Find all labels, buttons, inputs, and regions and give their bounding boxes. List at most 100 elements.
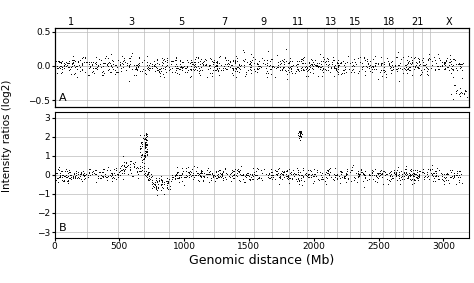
Point <box>221 167 228 171</box>
Point <box>327 70 334 75</box>
Point <box>210 173 218 177</box>
Point <box>122 165 130 170</box>
Point <box>392 173 400 177</box>
Point <box>107 52 115 56</box>
Point <box>193 171 201 175</box>
Point <box>299 68 307 72</box>
Point <box>153 66 161 71</box>
Point <box>94 176 101 181</box>
Point <box>447 70 455 75</box>
Point <box>112 63 120 67</box>
Point <box>247 67 255 72</box>
Point <box>173 55 180 60</box>
Point <box>309 63 316 67</box>
Point <box>63 64 70 68</box>
Point <box>344 171 351 176</box>
Point <box>190 164 198 168</box>
Point <box>64 65 72 69</box>
Point <box>406 61 414 65</box>
Point <box>453 181 460 186</box>
Point <box>451 57 458 62</box>
Point <box>71 175 79 180</box>
Point <box>211 64 219 68</box>
Point <box>162 179 170 183</box>
Point <box>297 135 305 139</box>
Point <box>319 63 326 68</box>
Point <box>284 68 292 73</box>
Point <box>444 65 452 69</box>
Point <box>111 63 118 67</box>
Point <box>310 174 318 179</box>
Point <box>404 174 411 179</box>
Point <box>409 72 416 77</box>
Point <box>442 59 449 63</box>
Point <box>203 75 211 79</box>
Point <box>449 74 456 79</box>
Point <box>402 170 410 175</box>
Point <box>201 63 209 67</box>
Point <box>227 171 235 175</box>
Point <box>55 66 62 71</box>
Point <box>295 130 303 135</box>
Point <box>197 58 204 63</box>
Point <box>274 63 282 67</box>
Point <box>246 62 253 67</box>
Point <box>345 67 353 72</box>
Point <box>133 168 141 173</box>
Point <box>424 174 432 179</box>
Point <box>352 62 360 67</box>
Point <box>141 144 148 149</box>
Point <box>267 170 275 175</box>
Point <box>285 70 293 74</box>
Point <box>280 172 287 176</box>
Point <box>464 95 471 99</box>
Point <box>185 170 193 175</box>
Point <box>140 152 148 157</box>
Point <box>242 70 249 75</box>
Point <box>249 174 257 178</box>
Point <box>69 62 76 66</box>
Point <box>104 68 112 73</box>
Point <box>159 61 167 65</box>
Point <box>143 66 151 70</box>
Point <box>101 60 109 65</box>
Point <box>448 168 456 173</box>
Point <box>447 62 455 67</box>
Point <box>222 174 229 179</box>
Point <box>340 175 348 180</box>
Point <box>236 62 243 67</box>
Point <box>90 65 97 70</box>
Point <box>356 55 364 59</box>
Point <box>289 62 296 67</box>
Point <box>79 169 86 173</box>
Point <box>97 57 105 62</box>
Point <box>257 176 264 181</box>
Point <box>173 172 180 176</box>
Point <box>356 68 363 73</box>
Point <box>196 179 203 183</box>
Point <box>112 168 119 172</box>
Point <box>414 173 421 178</box>
Point <box>283 167 291 172</box>
Point <box>458 68 465 72</box>
Point <box>222 171 230 175</box>
Point <box>440 175 448 179</box>
Point <box>96 176 104 180</box>
Point <box>378 172 385 177</box>
Point <box>236 179 244 183</box>
Point <box>123 163 130 168</box>
Point <box>78 179 86 183</box>
Point <box>242 173 249 178</box>
Point <box>359 170 366 175</box>
Point <box>428 163 436 167</box>
Point <box>58 178 66 183</box>
Point <box>239 177 246 181</box>
Point <box>183 58 191 63</box>
Point <box>310 64 317 68</box>
Point <box>64 178 72 183</box>
Point <box>142 138 150 143</box>
Point <box>105 59 112 64</box>
Point <box>152 65 160 69</box>
Point <box>138 139 146 144</box>
Point <box>294 131 301 136</box>
